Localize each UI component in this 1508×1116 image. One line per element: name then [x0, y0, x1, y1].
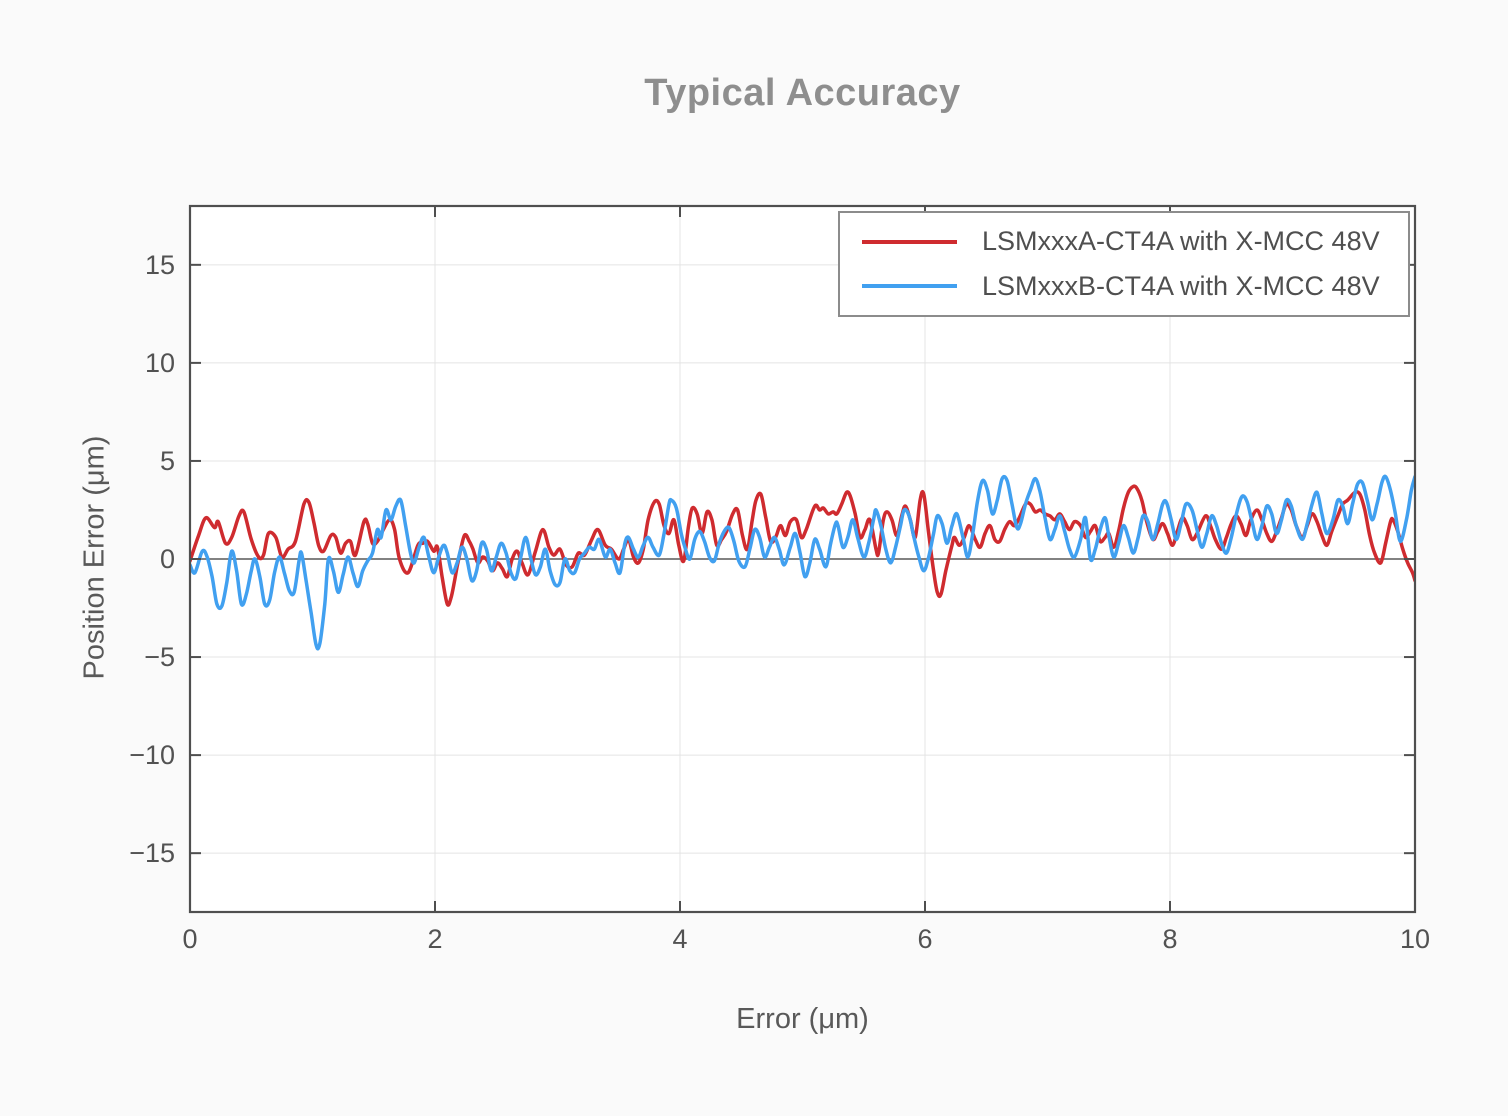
x-tick-label: 2: [427, 924, 442, 954]
x-tick-label: 0: [182, 924, 197, 954]
y-tick-label: 5: [160, 446, 175, 476]
y-tick-label: −5: [144, 642, 175, 672]
x-tick-label: 8: [1162, 924, 1177, 954]
series-a-label: LSMxxxA-CT4A with X-MCC 48V: [982, 226, 1380, 257]
y-tick-label: 15: [145, 250, 175, 280]
legend-item-series-a: LSMxxxA-CT4A with X-MCC 48V: [840, 226, 1408, 257]
y-tick-label: −10: [129, 740, 175, 770]
y-tick-label: −15: [129, 838, 175, 868]
legend-item-series-b: LSMxxxB-CT4A with X-MCC 48V: [840, 271, 1408, 302]
x-tick-label: 6: [917, 924, 932, 954]
y-axis-label: Position Error (μm): [78, 435, 111, 680]
y-tick-label: 0: [160, 544, 175, 574]
x-tick-label: 4: [672, 924, 687, 954]
series-b-line-swatch: [862, 284, 957, 289]
series-line-a: [190, 484, 1415, 607]
legend: LSMxxxA-CT4A with X-MCC 48V LSMxxxB-CT4A…: [838, 211, 1410, 317]
x-tick-label: 10: [1400, 924, 1430, 954]
series-b-label: LSMxxxB-CT4A with X-MCC 48V: [982, 270, 1380, 301]
x-axis-label: Error (μm): [736, 1003, 869, 1035]
y-tick-label: 10: [145, 348, 175, 378]
series-line-b: [190, 474, 1415, 651]
chart-title: Typical Accuracy: [644, 72, 961, 114]
series-a-line-swatch: [862, 239, 957, 244]
